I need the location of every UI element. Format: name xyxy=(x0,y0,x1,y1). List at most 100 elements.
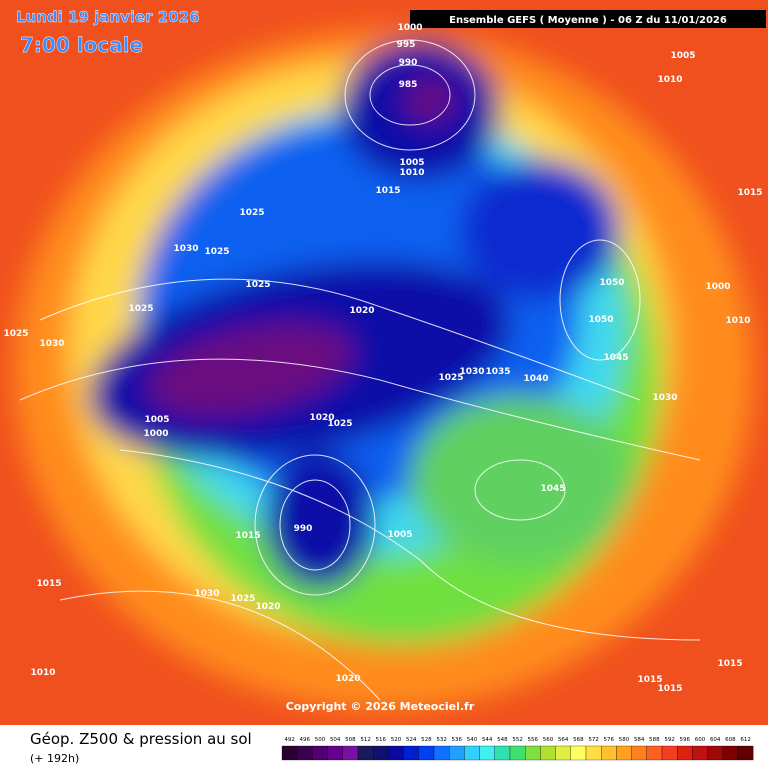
isobar-label: 1020 xyxy=(349,306,374,316)
legend-label: 500 xyxy=(315,737,326,743)
legend-swatch xyxy=(509,745,526,761)
legend-swatch xyxy=(661,745,678,761)
legend-label: 572 xyxy=(588,737,599,743)
isobar-label: 1025 xyxy=(128,304,153,314)
legend-label: 520 xyxy=(391,737,402,743)
isobar-label: 1030 xyxy=(652,393,677,403)
isobar-label: 1020 xyxy=(335,674,360,684)
isobar-label: 1010 xyxy=(30,668,55,678)
legend-swatch xyxy=(570,745,587,761)
isobar-label: 1045 xyxy=(540,484,565,494)
legend-swatch xyxy=(357,745,374,761)
copyright: Copyright © 2026 Meteociel.fr xyxy=(286,700,475,713)
legend: 492 496 500 504 508 512 516 520 524 528 532 536 540 5… xyxy=(281,737,754,761)
legend-label: 560 xyxy=(543,737,554,743)
legend-swatch xyxy=(540,745,556,761)
legend-label: 604 xyxy=(710,737,721,743)
legend-label: 588 xyxy=(649,737,660,743)
isobar-label: 1025 xyxy=(438,373,463,383)
legend-label: 600 xyxy=(695,737,706,743)
time-text: 7:00 locale xyxy=(20,33,143,57)
legend-label: 584 xyxy=(634,737,645,743)
isobar-label: 1030 xyxy=(39,339,64,349)
legend-swatch xyxy=(555,745,571,761)
legend-swatch xyxy=(403,745,419,761)
legend-label: 580 xyxy=(619,737,630,743)
legend-swatch xyxy=(737,745,754,761)
isobar-label: 1015 xyxy=(637,675,662,685)
isobar-label: 1025 xyxy=(204,247,229,257)
legend-label: 496 xyxy=(300,737,311,743)
legend-swatch xyxy=(449,745,465,761)
legend-label: 544 xyxy=(482,737,493,743)
isobar-label: 1025 xyxy=(245,280,270,290)
legend-swatch xyxy=(312,745,328,761)
legend-label: 536 xyxy=(452,737,463,743)
date-text: Lundi 19 janvier 2026 xyxy=(16,8,200,26)
isobar-label: 990 xyxy=(294,524,313,534)
isobar-label: 1025 xyxy=(3,329,28,339)
legend-label: 508 xyxy=(345,737,356,743)
legend-label: 608 xyxy=(725,737,736,743)
legend-swatch xyxy=(585,745,602,761)
isobar-label: 1010 xyxy=(399,168,424,178)
isobar-label: 1035 xyxy=(485,367,510,377)
legend-swatch xyxy=(616,745,632,761)
isobar-label: 1025 xyxy=(230,594,255,604)
legend-swatch xyxy=(281,745,298,761)
legend-swatch xyxy=(479,745,495,761)
isobar-label: 1050 xyxy=(588,315,613,325)
legend-swatch xyxy=(707,745,723,761)
model-text: Ensemble GEFS ( Moyenne ) - 06 Z du 11/0… xyxy=(449,15,727,26)
legend-swatch xyxy=(646,745,663,761)
legend-label: 540 xyxy=(467,737,478,743)
isobar-label: 1010 xyxy=(725,316,750,326)
isobar-label: 1025 xyxy=(239,208,264,218)
legend-label: 504 xyxy=(330,737,341,743)
model-banner xyxy=(410,10,766,28)
isobar-label: 1015 xyxy=(737,188,762,198)
legend-label: 556 xyxy=(528,737,539,743)
isobar-label: 985 xyxy=(399,80,418,90)
isobar-label: 1030 xyxy=(459,367,484,377)
isobar-label: 1045 xyxy=(603,353,628,363)
legend-label: 492 xyxy=(284,737,295,743)
isobar-label: 1015 xyxy=(375,186,400,196)
legend-label: 568 xyxy=(573,737,584,743)
legend-swatch xyxy=(327,745,343,761)
legend-label: 512 xyxy=(360,737,371,743)
isobar-label: 1015 xyxy=(657,684,682,694)
legend-swatch xyxy=(464,745,480,761)
legend-swatch xyxy=(418,745,435,761)
isobar-label: 1005 xyxy=(387,530,412,540)
isobar-label: 1015 xyxy=(717,659,742,669)
legend-swatch xyxy=(677,745,693,761)
isobar-label: 990 xyxy=(399,58,418,68)
isobar-label: 1040 xyxy=(523,374,548,384)
isobar-label: 1000 xyxy=(143,429,168,439)
isobar-label: 1030 xyxy=(194,589,219,599)
legend-swatch xyxy=(433,745,450,761)
legend-label: 548 xyxy=(497,737,508,743)
legend-label: 524 xyxy=(406,737,417,743)
legend-swatch xyxy=(525,745,541,761)
legend-swatch xyxy=(722,745,739,761)
legend-swatch xyxy=(388,745,404,761)
isobar-label: 1000 xyxy=(705,282,730,292)
legend-swatch xyxy=(342,745,359,761)
isobar-label: 1010 xyxy=(657,75,682,85)
legend-swatch xyxy=(297,745,313,761)
legend-label: 528 xyxy=(421,737,432,743)
isobar-label: 1005 xyxy=(399,158,424,168)
legend-swatch xyxy=(373,745,389,761)
isobar-label: 1015 xyxy=(36,579,61,589)
legend-label: 516 xyxy=(376,737,387,743)
footer-lead: (+ 192h) xyxy=(30,752,79,765)
map-field xyxy=(0,0,768,725)
legend-label: 576 xyxy=(604,737,615,743)
isobar-label: 1025 xyxy=(327,419,352,429)
isobar-label: 1015 xyxy=(235,531,260,541)
isobar-label: 1005 xyxy=(670,51,695,61)
